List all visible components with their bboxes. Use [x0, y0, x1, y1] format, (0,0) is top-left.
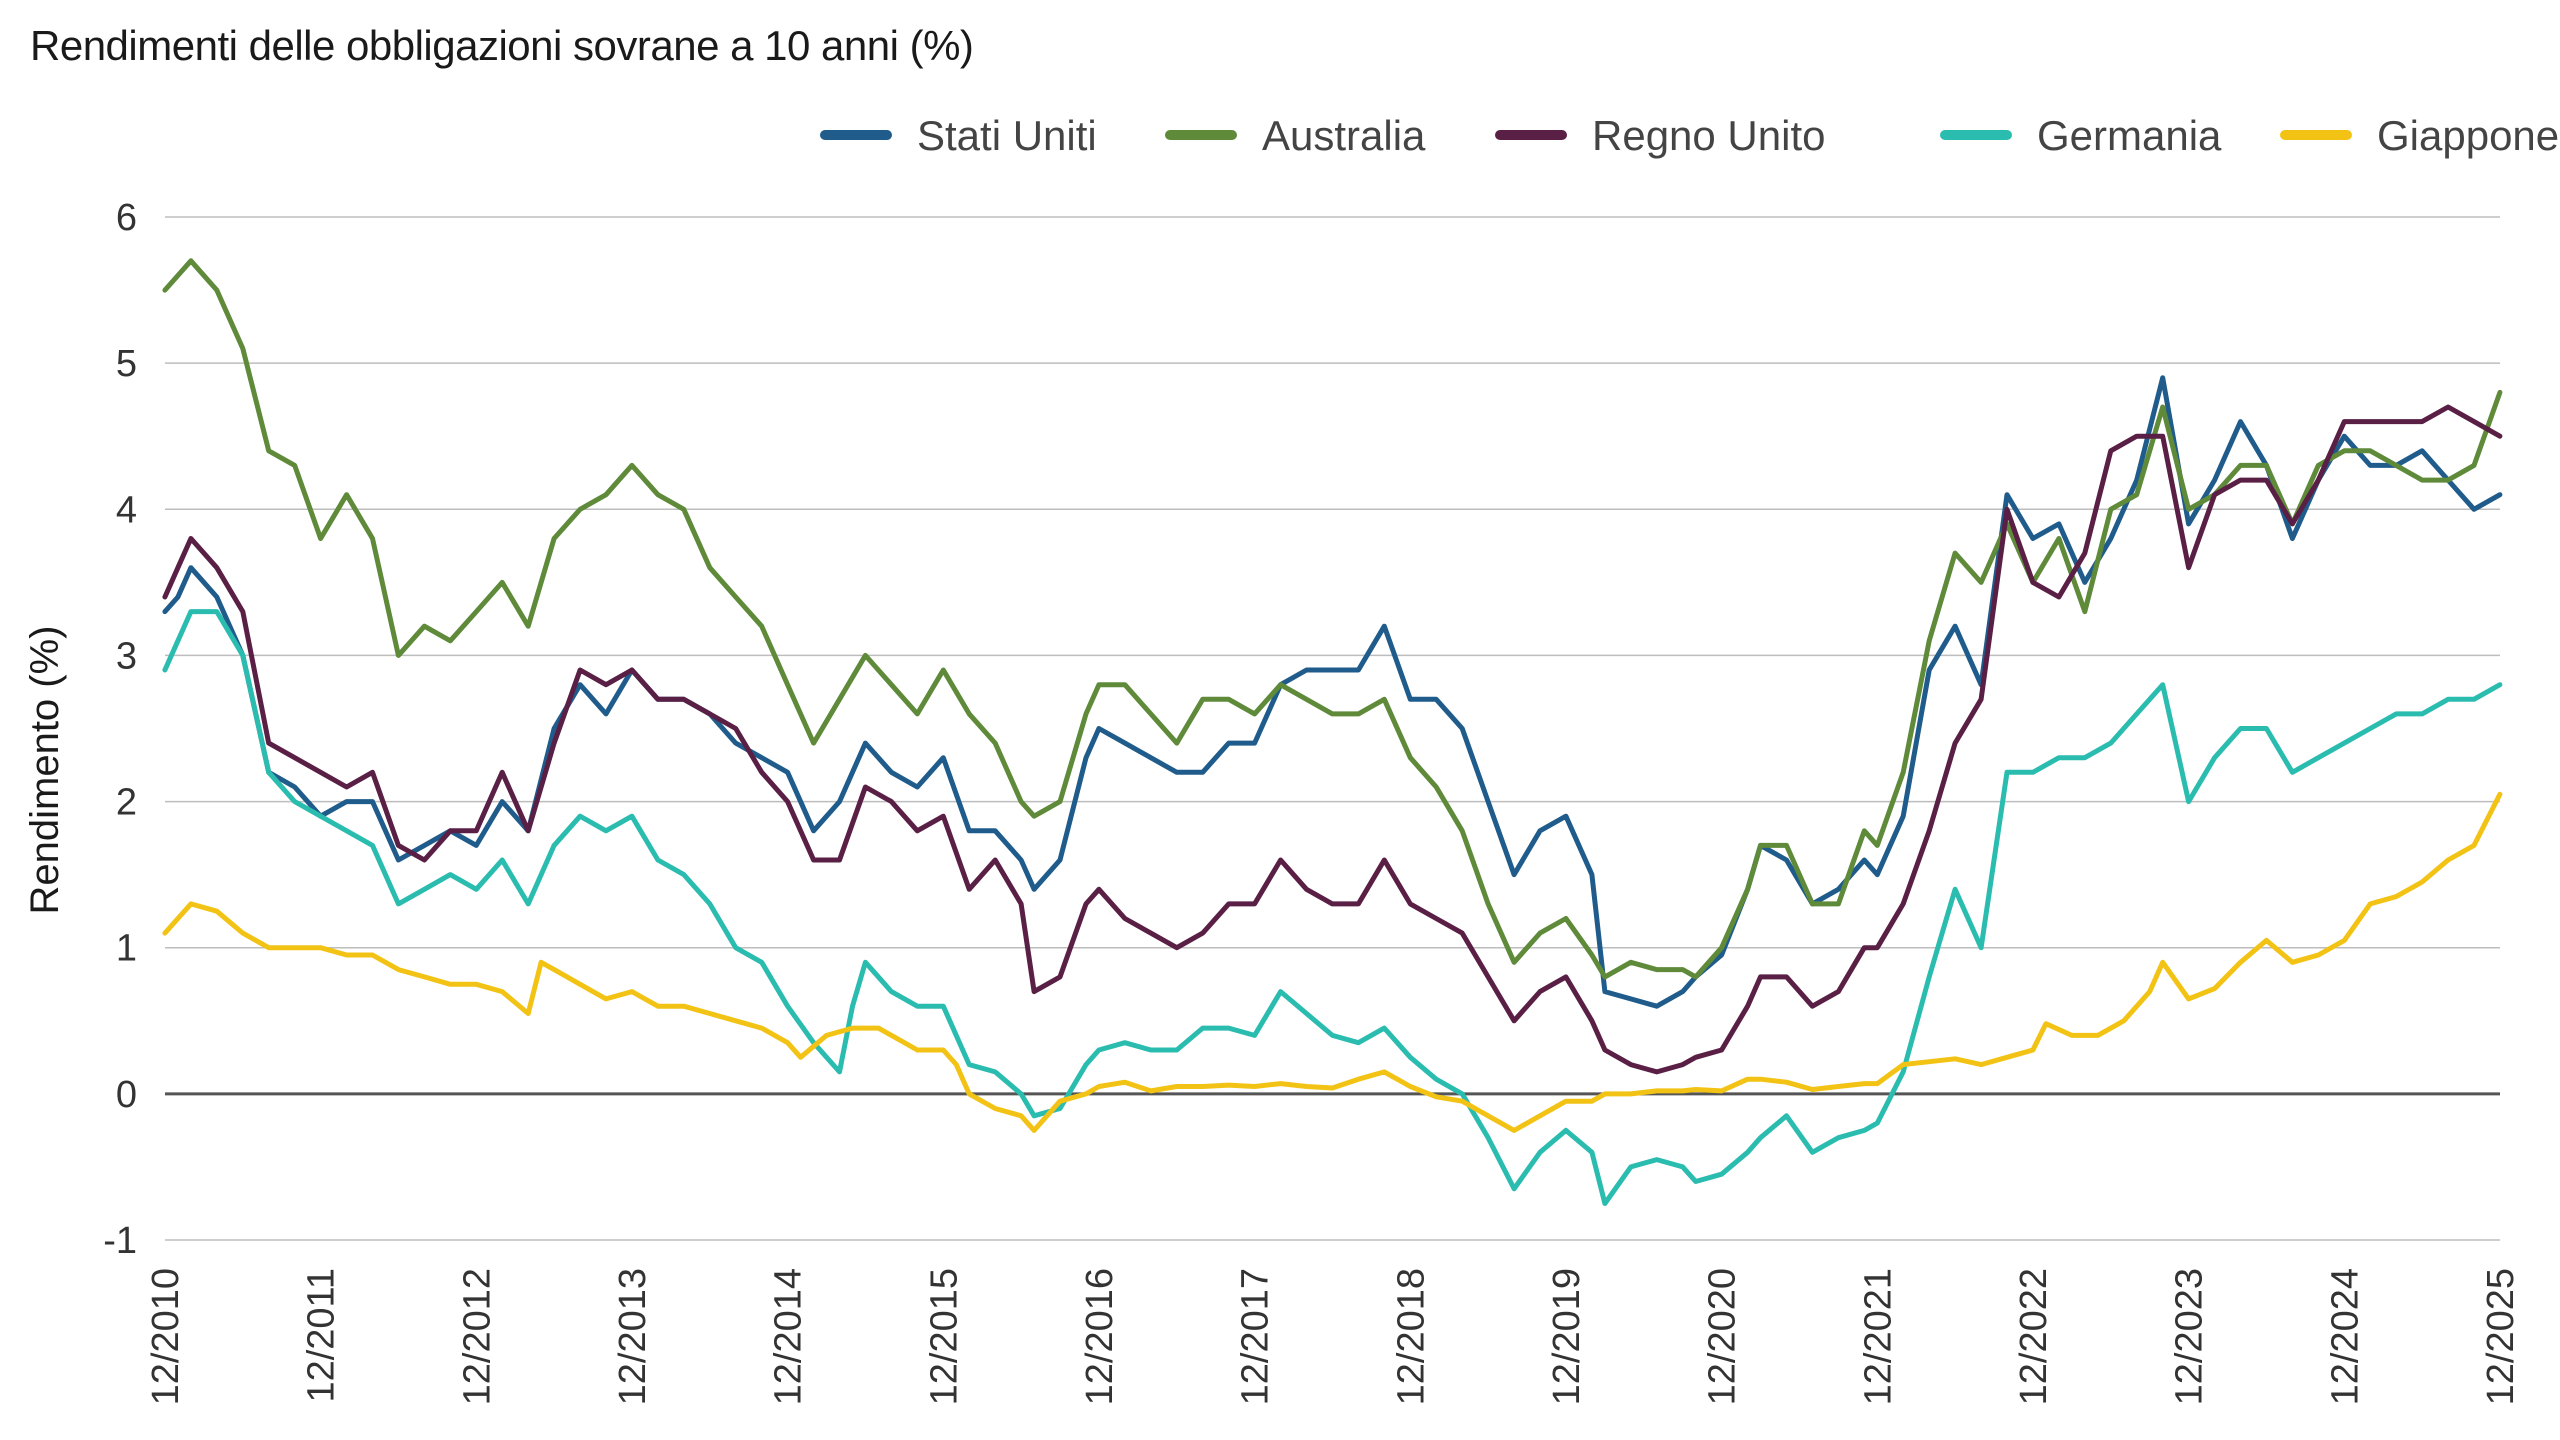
x-tick-label: 12/2025 — [2480, 1268, 2522, 1405]
x-tick-label: 12/2019 — [1546, 1268, 1588, 1405]
x-tick-label: 12/2011 — [301, 1268, 343, 1403]
series-line-regno-unito — [162, 404, 2503, 1075]
grid-lines — [165, 216, 2500, 1241]
x-tick-label: 12/2022 — [2013, 1268, 2055, 1405]
x-tick-label: 12/2021 — [1857, 1268, 1899, 1405]
x-tick-labels: 12/2010 12/2011 12/2012 12/2013 12/2014 12/20… — [145, 1268, 2522, 1405]
y-tick-label: 3 — [116, 635, 137, 677]
x-tick-label: 12/2015 — [923, 1268, 965, 1405]
x-tick-label: 12/2014 — [768, 1268, 810, 1405]
y-tick-label: 4 — [116, 489, 137, 531]
x-tick-label: 12/2020 — [1702, 1268, 1744, 1405]
y-tick-label: 6 — [116, 197, 137, 239]
y-tick-labels: -1 0 1 2 3 4 5 6 — [103, 197, 137, 1262]
series-line-stati-uniti — [162, 375, 2503, 1009]
x-tick-label: 12/2017 — [1235, 1268, 1277, 1405]
y-tick-label: 2 — [116, 782, 137, 824]
x-tick-label: 12/2013 — [612, 1268, 654, 1405]
y-axis-label: Rendimento (%) — [23, 625, 67, 914]
series-line-germania — [162, 609, 2503, 1206]
legend-label-germania: Germania — [2037, 112, 2222, 159]
y-tick-label: 1 — [116, 928, 137, 970]
legend-label-giappone: Giappone — [2377, 112, 2559, 159]
y-tick-label: -1 — [103, 1220, 137, 1262]
series-line-giappone — [162, 791, 2503, 1133]
x-tick-label: 12/2010 — [145, 1268, 187, 1405]
x-tick-label: 12/2018 — [1390, 1268, 1432, 1405]
x-tick-label: 12/2012 — [456, 1268, 498, 1405]
legend-label-stati-uniti: Stati Uniti — [917, 112, 1097, 159]
y-tick-label: 5 — [116, 343, 137, 385]
y-tick-label: 0 — [116, 1074, 137, 1116]
x-tick-label: 12/2016 — [1079, 1268, 1121, 1405]
x-tick-label: 12/2024 — [2324, 1268, 2366, 1405]
legend-label-regno-unito: Regno Unito — [1592, 112, 1825, 159]
series-line-australia — [162, 258, 2503, 980]
chart-title: Rendimenti delle obbligazioni sovrane a … — [30, 22, 974, 69]
legend: Stati Uniti Australia Regno Unito Germania G… — [820, 112, 2559, 159]
x-tick-label: 12/2023 — [2169, 1268, 2211, 1405]
legend-label-australia: Australia — [1262, 112, 1426, 159]
series-lines — [162, 258, 2503, 1206]
